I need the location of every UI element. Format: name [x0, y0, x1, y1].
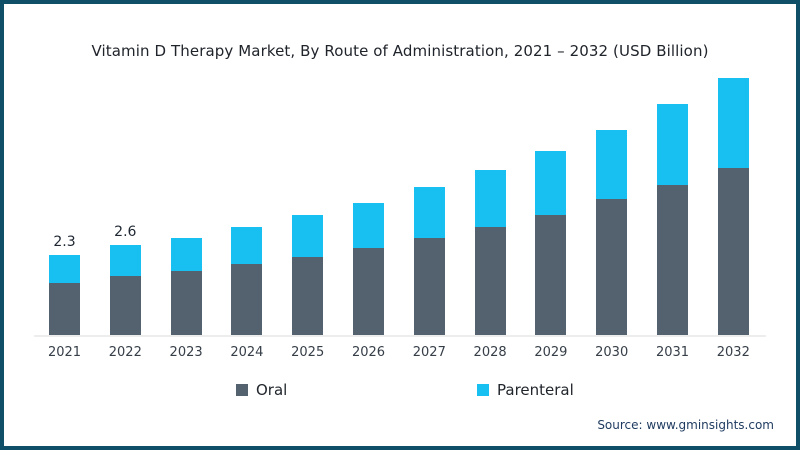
total-label-2021: 2.3	[53, 233, 76, 250]
bar-segment-parenteral-2024	[231, 227, 263, 264]
bar-segment-oral-2031	[657, 185, 688, 335]
bar-segment-parenteral-2030	[596, 129, 628, 200]
x-tick-2030: 2030	[595, 345, 629, 360]
x-tick-2027: 2027	[412, 345, 446, 360]
bar-segment-oral-2028	[474, 227, 506, 335]
x-tick-2021: 2021	[47, 345, 82, 360]
x-tick-2025: 2025	[291, 345, 325, 360]
bar-segment-parenteral-2025	[292, 214, 324, 257]
bar-segment-parenteral-2031	[657, 103, 688, 186]
legend-item-parenteral: Parenteral	[477, 381, 574, 399]
bar-segment-parenteral-2026	[353, 202, 384, 248]
x-tick-2022: 2022	[108, 345, 142, 360]
bar-segment-oral-2025	[292, 256, 324, 335]
oral-legend-swatch	[236, 384, 248, 396]
x-tick-2031: 2031	[655, 345, 690, 360]
bar-segment-parenteral-2022	[109, 244, 141, 276]
bar-segment-parenteral-2027	[413, 187, 445, 238]
x-tick-2032: 2032	[716, 345, 750, 360]
bar-2032: 2032	[717, 77, 750, 360]
bar-2021: 2.3 2021	[48, 234, 81, 360]
x-tick-2029: 2029	[534, 345, 568, 360]
bar-2028: 2028	[474, 169, 507, 360]
bar-2022: 2.6 2022	[109, 224, 142, 360]
bar-2025: 2025	[291, 214, 324, 360]
x-axis-line	[34, 335, 766, 337]
x-tick-2028: 2028	[473, 345, 507, 360]
bar-segment-oral-2027	[413, 237, 445, 335]
bar-2031: 2031	[656, 103, 689, 360]
bar-segment-oral-2032	[717, 167, 749, 335]
x-tick-2023: 2023	[169, 345, 203, 360]
bar-segment-oral-2021	[49, 282, 80, 335]
x-tick-2024: 2024	[230, 345, 264, 360]
bar-segment-oral-2030	[596, 199, 628, 335]
bar-2030: 2030	[595, 129, 628, 360]
x-tick-2026: 2026	[351, 345, 386, 360]
bar-segment-oral-2023	[170, 270, 202, 335]
bar-segment-parenteral-2032	[717, 77, 749, 168]
legend-label-oral: Oral	[256, 381, 288, 399]
bar-2029: 2029	[534, 150, 567, 360]
bar-2026: 2026	[352, 202, 385, 360]
bar-segment-oral-2026	[353, 248, 384, 335]
bar-segment-oral-2024	[231, 263, 263, 335]
legend-label-parenteral: Parenteral	[497, 381, 574, 399]
legend-item-oral: Oral	[236, 381, 287, 399]
parenteral-legend-swatch	[477, 384, 489, 396]
bar-2023: 2023	[170, 237, 203, 360]
source-attribution: Source: www.gminsights.com	[597, 418, 774, 432]
bar-segment-parenteral-2021	[49, 254, 80, 283]
bar-segment-oral-2029	[535, 214, 567, 335]
bar-2024: 2024	[230, 227, 263, 360]
bar-2027: 2027	[413, 187, 446, 360]
bar-segment-parenteral-2028	[474, 169, 506, 228]
total-label-2022: 2.6	[114, 223, 137, 240]
bar-segment-oral-2022	[109, 275, 141, 335]
plot-area: 2.3 2021 2.6 2022 2023 2024 2025 2026 2027 2028 20…	[4, 4, 796, 446]
bar-segment-parenteral-2029	[535, 150, 567, 215]
bar-segment-parenteral-2023	[170, 237, 202, 271]
chart-title: Vitamin D Therapy Market, By Route of Ad…	[91, 42, 709, 60]
